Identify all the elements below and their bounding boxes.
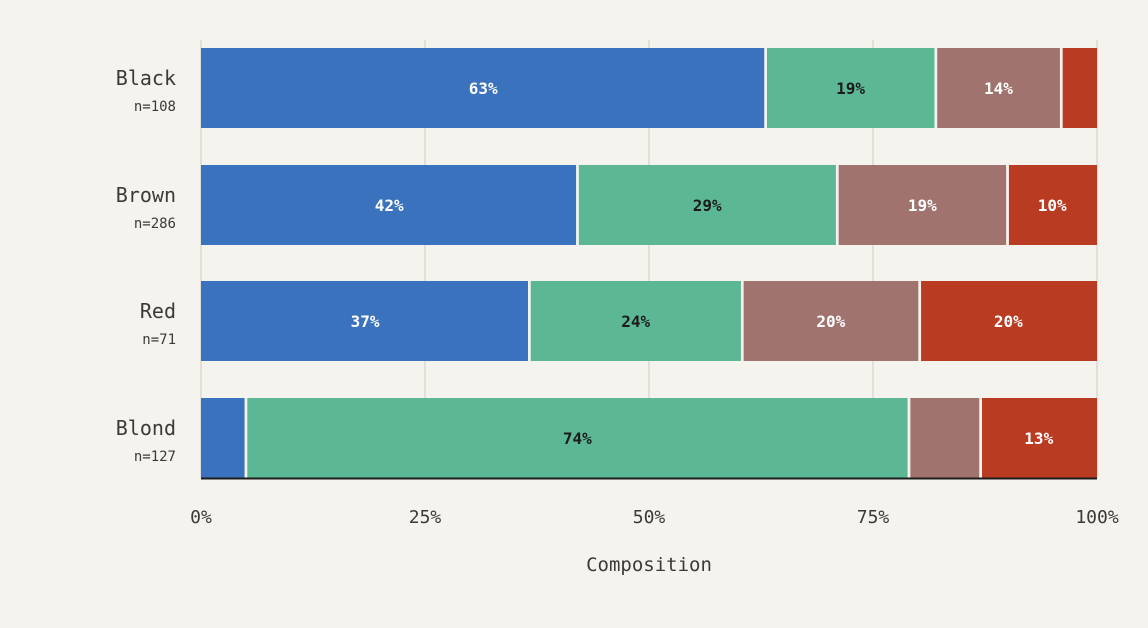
bar-black-segment-4: [1062, 48, 1097, 128]
data-label-brown-1: 42%: [375, 196, 404, 215]
data-label-blond-2: 74%: [563, 429, 592, 448]
category-label-red: Red: [140, 299, 176, 323]
x-tick-label-1: 25%: [409, 507, 442, 528]
data-label-red-4: 20%: [994, 312, 1023, 331]
data-labels: 63% 19% 14% 42% 29% 19% 10% 37% 24% 20% 20% 74% 13%: [351, 79, 1067, 448]
bar-red-segment-1: [201, 281, 530, 361]
bar-red-segment-2: [530, 281, 743, 361]
data-label-blond-4: 13%: [1024, 429, 1053, 448]
bar-blond-segment-4: [982, 398, 1097, 478]
data-label-black-2: 19%: [836, 79, 865, 98]
bar-brown-segment-3: [838, 165, 1008, 245]
bar-brown-segment-1: [201, 165, 578, 245]
x-tick-labels: 0% 25% 50% 75% 100%: [190, 507, 1119, 528]
bar-red-segment-4: [921, 281, 1097, 361]
x-tick-label-3: 75%: [857, 507, 890, 528]
bar-blond-segment-1: [201, 398, 246, 478]
bar-blond-segment-2: [247, 398, 909, 478]
category-count-red: n=71: [142, 332, 176, 348]
x-tick-label-4: 100%: [1075, 507, 1119, 528]
x-axis-title: Composition: [586, 554, 712, 576]
bar-black-segment-1: [201, 48, 766, 128]
bar-black-segment-3: [937, 48, 1062, 128]
category-count-black: n=108: [134, 99, 176, 115]
bar-blond-segment-3: [910, 398, 981, 478]
data-label-brown-4: 10%: [1038, 196, 1067, 215]
bar-black-segment-2: [766, 48, 936, 128]
category-count-blond: n=127: [134, 449, 176, 465]
bar-brown-segment-4: [1008, 165, 1097, 245]
data-label-red-1: 37%: [351, 312, 380, 331]
data-label-brown-2: 29%: [693, 196, 722, 215]
category-count-brown: n=286: [134, 216, 176, 232]
category-label-brown: Brown: [116, 183, 176, 207]
data-label-red-2: 24%: [621, 312, 650, 331]
category-label-black: Black: [116, 66, 176, 90]
data-label-black-1: 63%: [469, 79, 498, 98]
data-label-black-3: 14%: [984, 79, 1013, 98]
x-tick-label-2: 50%: [633, 507, 666, 528]
category-labels: Black n=108 Brown n=286 Red n=71 Blond n=127: [116, 66, 176, 465]
category-label-blond: Blond: [116, 416, 176, 440]
bar-red-segment-3: [743, 281, 920, 361]
data-label-red-3: 20%: [816, 312, 845, 331]
x-tick-label-0: 0%: [190, 507, 212, 528]
bars: [201, 48, 1097, 478]
bar-brown-segment-2: [578, 165, 838, 245]
data-label-brown-3: 19%: [908, 196, 937, 215]
